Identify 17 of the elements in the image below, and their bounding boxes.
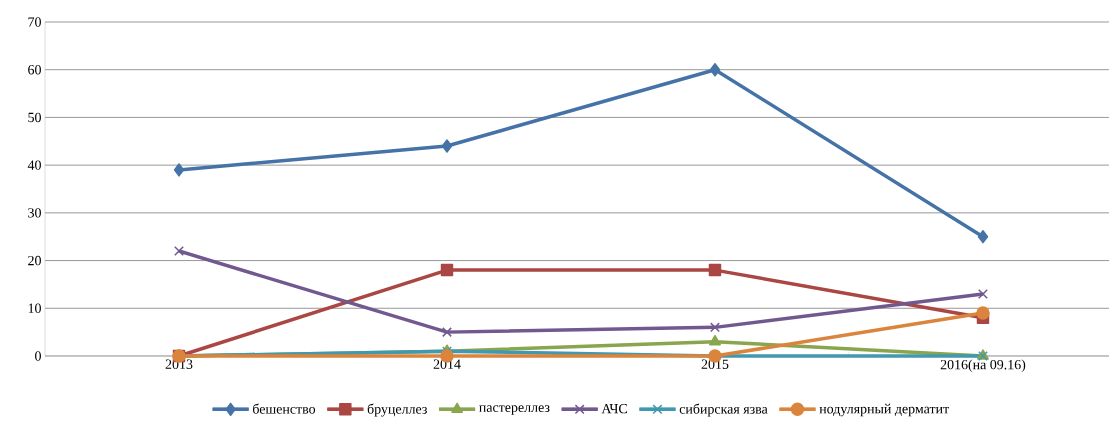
y-tick-label: 30: [28, 208, 41, 218]
legend-label: АЧС: [601, 403, 627, 414]
y-tick-label: 10: [28, 303, 41, 313]
legend-label: бруцеллез: [367, 403, 427, 417]
legend-label: сибирская язва: [679, 403, 768, 417]
y-tick-label: 70: [28, 17, 41, 27]
y-tick-label: 20: [28, 255, 41, 266]
legend-label: нодулярный дерматит: [819, 403, 949, 417]
y-tick-label: 60: [28, 64, 41, 75]
y-tick-label: 50: [28, 112, 41, 123]
y-tick-label: 40: [27, 160, 41, 170]
x-tick-label: 2016(на 09.16): [940, 359, 1026, 373]
y-tick-label: 0: [35, 351, 41, 361]
legend-label: пастереллез: [479, 405, 550, 415]
x-tick-label: 2014: [433, 359, 461, 369]
legend-label: бешенство: [253, 403, 316, 414]
x-tick-label: 2015: [701, 359, 729, 369]
